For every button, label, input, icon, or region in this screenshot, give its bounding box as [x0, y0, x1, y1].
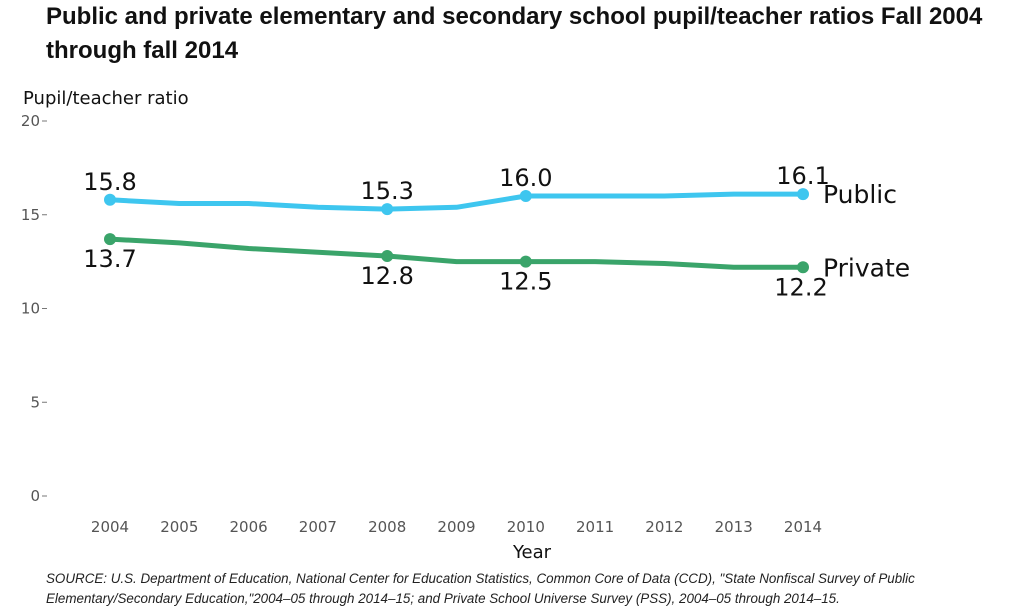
y-axis-ticks: 0 5 10 15 20 [21, 112, 47, 505]
data-point-public [519, 190, 532, 202]
series-name-private: Private [823, 253, 910, 282]
y-tick-label: 10 [21, 300, 40, 318]
y-tick-label: 0 [30, 487, 40, 505]
data-label-public: 15.3 [360, 177, 413, 205]
data-label-private: 12.8 [360, 262, 413, 290]
x-tick-label: 2014 [784, 518, 822, 536]
y-tick-label: 20 [21, 112, 40, 130]
x-tick-label: 2012 [645, 518, 683, 536]
data-label-public: 15.8 [83, 168, 136, 196]
x-axis-ticks: 2004 2005 2006 2007 2008 2009 2010 2011 2012 2013… [91, 518, 822, 536]
x-tick-label: 2006 [230, 518, 268, 536]
data-label-private: 13.7 [83, 245, 136, 273]
data-label-public: 16.1 [776, 162, 829, 190]
x-tick-label: 2011 [576, 518, 614, 536]
x-tick-label: 2007 [299, 518, 337, 536]
x-tick-label: 2010 [507, 518, 545, 536]
data-point-private [519, 255, 532, 268]
y-axis-title: Pupil/teacher ratio [23, 88, 189, 109]
y-tick-label: 5 [30, 393, 40, 411]
data-point-public [797, 188, 809, 201]
data-label-private: 12.2 [774, 273, 827, 301]
x-axis-title: Year [512, 542, 552, 563]
series-line-public [107, 191, 806, 212]
data-point-private [104, 233, 116, 246]
data-point-private [381, 250, 394, 262]
x-tick-label: 2004 [91, 518, 129, 536]
data-label-private: 12.5 [499, 268, 552, 296]
x-tick-label: 2009 [437, 518, 475, 536]
series-name-public: Public [823, 180, 897, 209]
y-tick-label: 15 [21, 206, 40, 224]
series-line-private [107, 236, 806, 270]
source-note: SOURCE: U.S. Department of Education, Na… [46, 571, 915, 606]
x-tick-label: 2013 [715, 518, 753, 536]
data-point-private [797, 261, 809, 274]
data-point-public [104, 193, 116, 206]
chart-title: Public and private elementary and second… [46, 3, 983, 64]
x-tick-label: 2008 [368, 518, 406, 536]
data-point-public [381, 203, 394, 216]
x-tick-label: 2005 [160, 518, 198, 536]
data-label-public: 16.0 [499, 164, 552, 192]
